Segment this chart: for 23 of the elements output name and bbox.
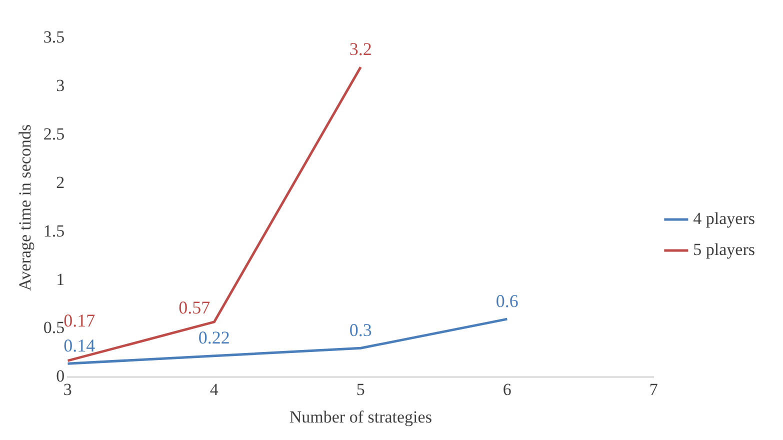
data-label: 0.3 <box>349 320 372 340</box>
x-tick-label: 5 <box>356 380 365 399</box>
data-label: 0.17 <box>64 310 96 330</box>
y-tick-label: 3 <box>56 76 65 95</box>
data-label: 0.22 <box>198 328 230 348</box>
x-tick-label: 4 <box>210 380 219 399</box>
y-axis-title: Average time in seconds <box>16 124 35 291</box>
x-tick-label: 6 <box>502 380 512 399</box>
y-tick-label: 2.5 <box>43 124 65 144</box>
x-axis-title: Number of strategies <box>289 407 432 426</box>
y-tick-label: 0.5 <box>43 318 65 338</box>
legend-label: 4 players <box>693 208 756 228</box>
data-label: 0.14 <box>64 335 96 356</box>
data-label: 0.6 <box>496 290 518 311</box>
y-tick-label: 2 <box>56 172 65 192</box>
legend-label: 5 players <box>693 240 756 259</box>
data-label: 3.2 <box>349 38 372 59</box>
y-tick-label: 1 <box>56 270 65 289</box>
x-tick-label: 7 <box>649 380 658 399</box>
y-tick-label: 0 <box>56 366 65 386</box>
data-label: 0.57 <box>178 298 210 318</box>
y-tick-label: 1.5 <box>43 221 65 240</box>
y-tick-label: 3.5 <box>43 27 65 46</box>
